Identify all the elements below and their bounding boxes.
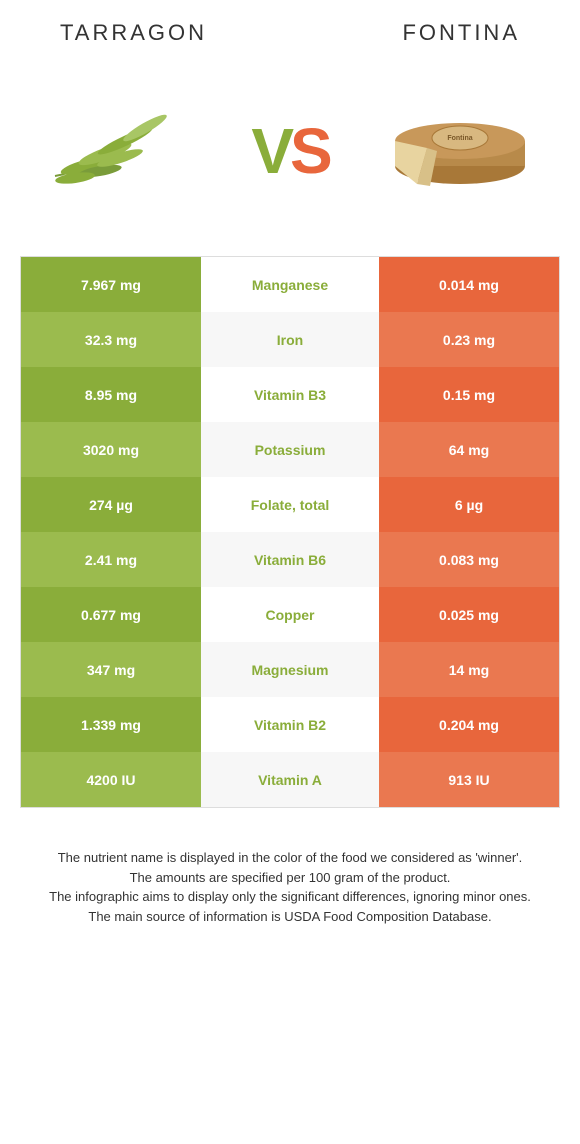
header: TARRAGON Fontina [0,0,580,56]
right-value: 0.014 mg [379,257,559,312]
nutrient-name: Folate, total [201,477,379,532]
table-row: 4200 IUVitamin A913 IU [21,752,559,807]
left-value: 4200 IU [21,752,201,807]
nutrient-name: Vitamin B3 [201,367,379,422]
footer-line: The infographic aims to display only the… [30,887,550,907]
svg-text:Fontina: Fontina [447,135,472,142]
left-value: 347 mg [21,642,201,697]
table-row: 0.677 mgCopper0.025 mg [21,587,559,642]
nutrient-name: Vitamin A [201,752,379,807]
nutrient-name: Manganese [201,257,379,312]
left-food-title: TARRAGON [60,20,207,46]
table-row: 2.41 mgVitamin B60.083 mg [21,532,559,587]
right-value: 6 µg [379,477,559,532]
table-row: 1.339 mgVitamin B20.204 mg [21,697,559,752]
left-value: 0.677 mg [21,587,201,642]
right-value: 0.204 mg [379,697,559,752]
nutrient-name: Potassium [201,422,379,477]
footer-line: The amounts are specified per 100 gram o… [30,868,550,888]
table-row: 274 µgFolate, total6 µg [21,477,559,532]
nutrient-name: Magnesium [201,642,379,697]
right-value: 14 mg [379,642,559,697]
left-value: 1.339 mg [21,697,201,752]
table-row: 3020 mgPotassium64 mg [21,422,559,477]
footer-line: The main source of information is USDA F… [30,907,550,927]
right-value: 0.23 mg [379,312,559,367]
nutrient-name: Copper [201,587,379,642]
right-value: 0.025 mg [379,587,559,642]
table-row: 7.967 mgManganese0.014 mg [21,257,559,312]
left-value: 8.95 mg [21,367,201,422]
left-value: 32.3 mg [21,312,201,367]
left-food-image [40,86,200,216]
vs-label: VS [251,114,328,188]
nutrient-table: 7.967 mgManganese0.014 mg32.3 mgIron0.23… [20,256,560,808]
table-row: 8.95 mgVitamin B30.15 mg [21,367,559,422]
nutrient-name: Vitamin B6 [201,532,379,587]
footer-notes: The nutrient name is displayed in the co… [0,808,580,966]
right-food-title: Fontina [402,20,520,46]
nutrient-name: Iron [201,312,379,367]
table-row: 32.3 mgIron0.23 mg [21,312,559,367]
left-value: 3020 mg [21,422,201,477]
right-value: 0.083 mg [379,532,559,587]
right-value: 913 IU [379,752,559,807]
right-food-image: Fontina [380,86,540,216]
right-value: 64 mg [379,422,559,477]
left-value: 7.967 mg [21,257,201,312]
right-value: 0.15 mg [379,367,559,422]
footer-line: The nutrient name is displayed in the co… [30,848,550,868]
images-row: VS Fontina [0,56,580,256]
nutrient-name: Vitamin B2 [201,697,379,752]
left-value: 274 µg [21,477,201,532]
left-value: 2.41 mg [21,532,201,587]
table-row: 347 mgMagnesium14 mg [21,642,559,697]
